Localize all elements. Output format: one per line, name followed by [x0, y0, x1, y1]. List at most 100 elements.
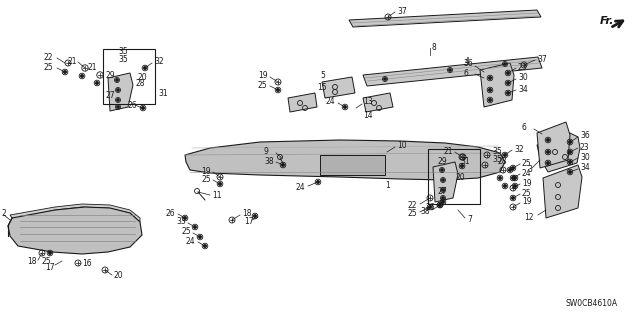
- Circle shape: [442, 179, 444, 181]
- Circle shape: [282, 164, 284, 166]
- Circle shape: [81, 75, 83, 77]
- Text: 24: 24: [522, 168, 532, 177]
- Polygon shape: [322, 77, 355, 98]
- Circle shape: [96, 82, 99, 84]
- Bar: [428, 149, 480, 204]
- Circle shape: [507, 72, 509, 74]
- Circle shape: [504, 154, 506, 156]
- Polygon shape: [108, 73, 133, 111]
- Text: 25: 25: [522, 159, 532, 167]
- Text: 10: 10: [397, 142, 406, 151]
- Circle shape: [489, 89, 492, 91]
- Circle shape: [499, 177, 501, 179]
- Text: 21: 21: [68, 56, 77, 65]
- Circle shape: [199, 236, 201, 238]
- Circle shape: [509, 169, 511, 171]
- Circle shape: [116, 79, 118, 81]
- Text: 31: 31: [158, 88, 168, 98]
- Text: 25: 25: [522, 189, 532, 197]
- Text: 12: 12: [524, 213, 534, 222]
- Text: 19: 19: [258, 71, 268, 80]
- Circle shape: [141, 107, 144, 109]
- Polygon shape: [433, 162, 458, 202]
- Text: 37: 37: [397, 6, 407, 16]
- Text: 22: 22: [408, 201, 417, 210]
- Polygon shape: [543, 165, 582, 218]
- Text: 24: 24: [295, 182, 305, 191]
- Text: 17: 17: [45, 263, 54, 272]
- Text: 31: 31: [460, 158, 470, 167]
- Polygon shape: [363, 57, 542, 86]
- Text: 32: 32: [514, 145, 524, 153]
- Polygon shape: [8, 207, 142, 254]
- Text: 6: 6: [463, 69, 468, 78]
- Bar: [320, 155, 385, 175]
- Text: 4: 4: [465, 57, 470, 66]
- Circle shape: [442, 197, 444, 199]
- Text: 34: 34: [518, 85, 528, 93]
- Circle shape: [184, 217, 186, 219]
- Text: 35: 35: [118, 56, 128, 64]
- Text: Fr.: Fr.: [600, 16, 614, 26]
- Text: 35: 35: [118, 48, 128, 56]
- Circle shape: [344, 106, 346, 108]
- Text: 19: 19: [201, 167, 211, 175]
- Circle shape: [317, 181, 319, 183]
- Polygon shape: [480, 63, 514, 107]
- Bar: [103, 49, 155, 104]
- Text: 8: 8: [432, 42, 436, 51]
- Text: 26: 26: [166, 209, 175, 218]
- Circle shape: [442, 201, 444, 203]
- Text: 33: 33: [176, 218, 186, 226]
- Circle shape: [276, 89, 279, 91]
- Circle shape: [504, 63, 506, 65]
- Text: 20: 20: [138, 73, 148, 83]
- Circle shape: [442, 189, 444, 191]
- Text: 35: 35: [492, 147, 502, 157]
- Circle shape: [461, 165, 463, 167]
- Text: 28: 28: [497, 158, 506, 167]
- Text: 38: 38: [420, 206, 429, 216]
- Circle shape: [489, 77, 492, 79]
- Text: 18: 18: [242, 210, 252, 219]
- Text: 36: 36: [580, 131, 589, 140]
- Text: 30: 30: [518, 73, 528, 83]
- Text: 37: 37: [537, 55, 547, 63]
- Text: 6: 6: [522, 123, 527, 132]
- Circle shape: [49, 252, 51, 254]
- Circle shape: [144, 67, 147, 69]
- Text: 23: 23: [518, 63, 527, 71]
- Text: 21: 21: [88, 63, 97, 72]
- Text: 25: 25: [181, 227, 191, 236]
- Text: 20: 20: [455, 174, 465, 182]
- Text: SW0CB4610A: SW0CB4610A: [565, 299, 617, 308]
- Text: 26: 26: [128, 100, 138, 109]
- Text: 34: 34: [580, 164, 589, 173]
- Text: 26: 26: [425, 203, 435, 211]
- Circle shape: [117, 106, 119, 108]
- Circle shape: [514, 177, 516, 179]
- Text: 24: 24: [186, 236, 196, 246]
- Text: 36: 36: [463, 60, 473, 69]
- Polygon shape: [10, 204, 140, 222]
- Circle shape: [514, 185, 516, 187]
- Text: 19: 19: [522, 197, 532, 206]
- Text: 35: 35: [492, 155, 502, 165]
- Text: 1: 1: [385, 181, 390, 189]
- Text: 25: 25: [44, 63, 54, 71]
- Text: 21: 21: [443, 146, 452, 155]
- Circle shape: [253, 215, 256, 217]
- Circle shape: [219, 183, 221, 185]
- Text: 29: 29: [437, 158, 447, 167]
- Polygon shape: [363, 93, 393, 112]
- Text: 20: 20: [114, 271, 124, 280]
- Text: 25: 25: [258, 80, 268, 90]
- Text: 23: 23: [580, 143, 589, 152]
- Text: 30: 30: [580, 152, 589, 161]
- Polygon shape: [537, 122, 570, 168]
- Text: 13: 13: [363, 98, 372, 107]
- Circle shape: [507, 92, 509, 94]
- Circle shape: [512, 177, 515, 179]
- Text: 22: 22: [44, 53, 54, 62]
- Circle shape: [512, 197, 515, 199]
